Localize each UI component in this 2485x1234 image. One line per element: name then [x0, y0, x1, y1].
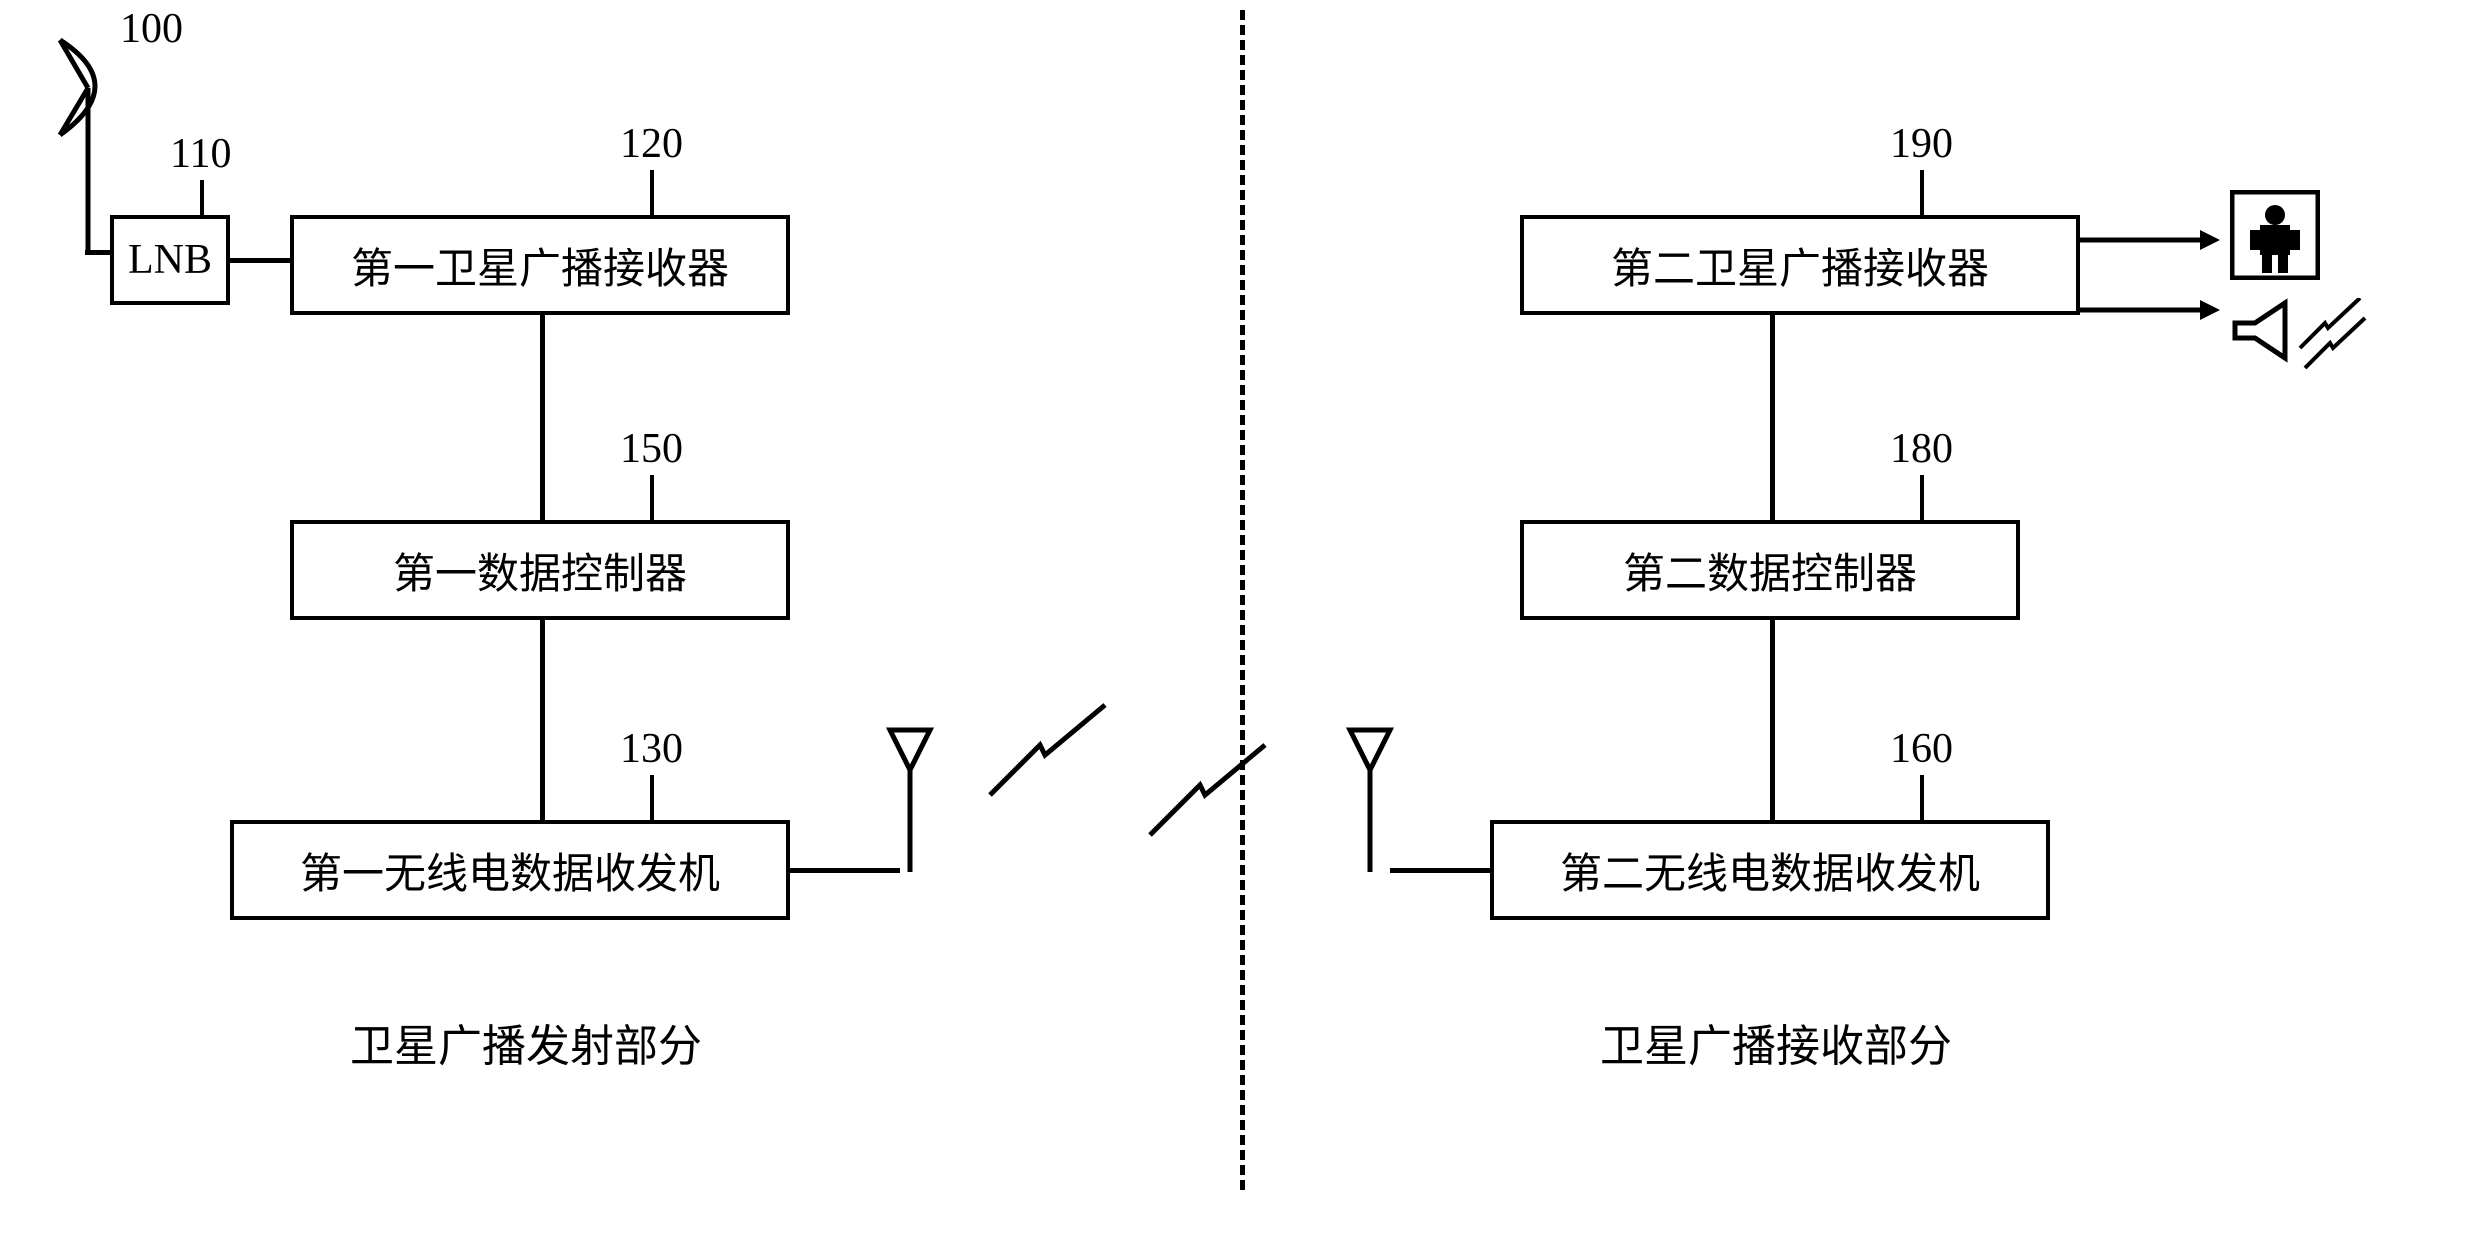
controller2-text: 第二数据控制器 — [1623, 540, 1917, 601]
receiver1-block: 第一卫星广播接收器 — [290, 215, 790, 315]
controller1-text: 第一数据控制器 — [393, 540, 687, 601]
person-icon — [2230, 190, 2320, 280]
controller1-ref: 150 — [620, 425, 683, 473]
transceiver2-text: 第二无线电数据收发机 — [1560, 840, 1980, 901]
controller1-ref-line — [650, 475, 654, 520]
transceiver2-ref: 160 — [1890, 725, 1953, 773]
receiver1-controller1-line — [540, 315, 545, 520]
controller2-ref-line — [1920, 475, 1924, 520]
right-caption: 卫星广播接收部分 — [1600, 1010, 1952, 1074]
wireless-waves-icon — [970, 700, 1300, 850]
controller2-ref: 180 — [1890, 425, 1953, 473]
transceiver1-text: 第一无线电数据收发机 — [300, 840, 720, 901]
transceiver2-ref-line — [1920, 775, 1924, 820]
lnb-receiver1-line — [230, 258, 290, 263]
transceiver2-controller2-line — [1770, 620, 1775, 820]
lnb-block: LNB — [110, 215, 230, 305]
controller1-block: 第一数据控制器 — [290, 520, 790, 620]
transceiver1-ref-line — [650, 775, 654, 820]
receiver1-ref: 120 — [620, 120, 683, 168]
receiver2-block: 第二卫星广播接收器 — [1520, 215, 2080, 315]
controller1-transceiver1-line — [540, 620, 545, 820]
transceiver1-ref: 130 — [620, 725, 683, 773]
controller2-block: 第二数据控制器 — [1520, 520, 2020, 620]
lnb-ref-line — [200, 180, 204, 215]
receiver2-text: 第二卫星广播接收器 — [1611, 235, 1989, 296]
controller2-receiver2-line — [1770, 315, 1775, 520]
antenna-ref: 100 — [120, 5, 183, 53]
rf-antenna2-icon — [1340, 720, 1400, 875]
receiver2-ref-line — [1920, 170, 1924, 215]
transceiver2-block: 第二无线电数据收发机 — [1490, 820, 2050, 920]
antenna2-transceiver2-line — [1390, 868, 1490, 873]
antenna-lnb-line — [85, 250, 113, 255]
receiver1-ref-line — [650, 170, 654, 215]
left-caption: 卫星广播发射部分 — [350, 1010, 702, 1074]
speaker-icon — [2230, 298, 2380, 378]
receiver1-text: 第一卫星广播接收器 — [351, 235, 729, 296]
transceiver1-block: 第一无线电数据收发机 — [230, 820, 790, 920]
receiver2-ref: 190 — [1890, 120, 1953, 168]
rf-antenna1-icon — [880, 720, 940, 875]
divider-line — [1240, 10, 1245, 1190]
lnb-text: LNB — [128, 236, 212, 284]
lnb-ref: 110 — [170, 130, 231, 178]
